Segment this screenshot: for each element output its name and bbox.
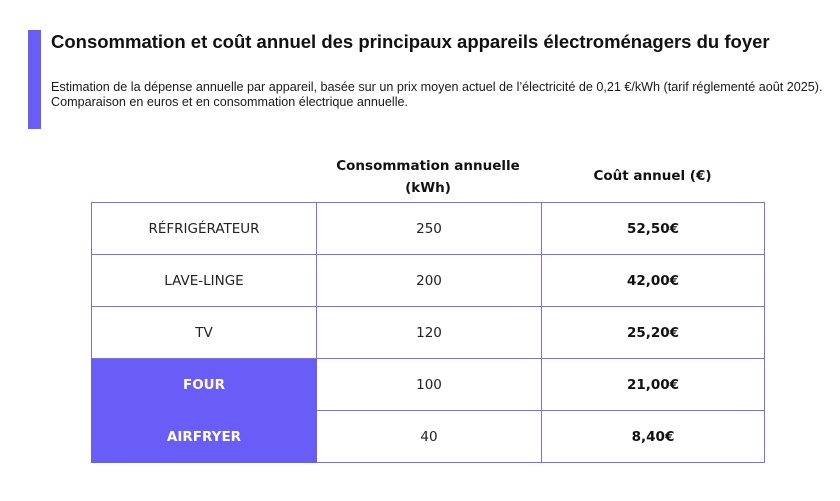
cost-cell: 8,40€ xyxy=(541,410,765,463)
appliance-cell: FOUR xyxy=(91,358,317,411)
consumption-cell: 250 xyxy=(316,202,542,255)
appliance-cell: LAVE-LINGE xyxy=(91,254,317,307)
table-row: AIRFRYER 40 8,40€ xyxy=(91,410,765,463)
cost-cell: 25,20€ xyxy=(541,306,765,359)
table-row: TV 120 25,20€ xyxy=(91,306,765,359)
consumption-cell: 200 xyxy=(316,254,542,307)
appliance-cell: RÉFRIGÉRATEUR xyxy=(91,202,317,255)
table-row: RÉFRIGÉRATEUR 250 52,50€ xyxy=(91,202,765,255)
appliance-cell: TV xyxy=(91,306,317,359)
cost-cell: 21,00€ xyxy=(541,358,765,411)
consumption-cell: 40 xyxy=(316,410,542,463)
consumption-cell: 100 xyxy=(316,358,542,411)
table-row: LAVE-LINGE 200 42,00€ xyxy=(91,254,765,307)
data-table: RÉFRIGÉRATEUR 250 52,50€ LAVE-LINGE 200 … xyxy=(91,202,765,463)
column-header-cost: Coût annuel (€) xyxy=(593,168,712,184)
appliance-cell: AIRFRYER xyxy=(91,410,317,463)
column-header-consumption: Consommation annuelle (kWh) xyxy=(336,158,520,196)
accent-bar xyxy=(28,30,41,129)
cost-cell: 42,00€ xyxy=(541,254,765,307)
consumption-cell: 120 xyxy=(316,306,542,359)
table-row: FOUR 100 21,00€ xyxy=(91,358,765,411)
chart-title: Consommation et coût annuel des principa… xyxy=(51,31,770,52)
cost-cell: 52,50€ xyxy=(541,202,765,255)
chart-subtitle: Estimation de la dépense annuelle par ap… xyxy=(51,80,823,109)
